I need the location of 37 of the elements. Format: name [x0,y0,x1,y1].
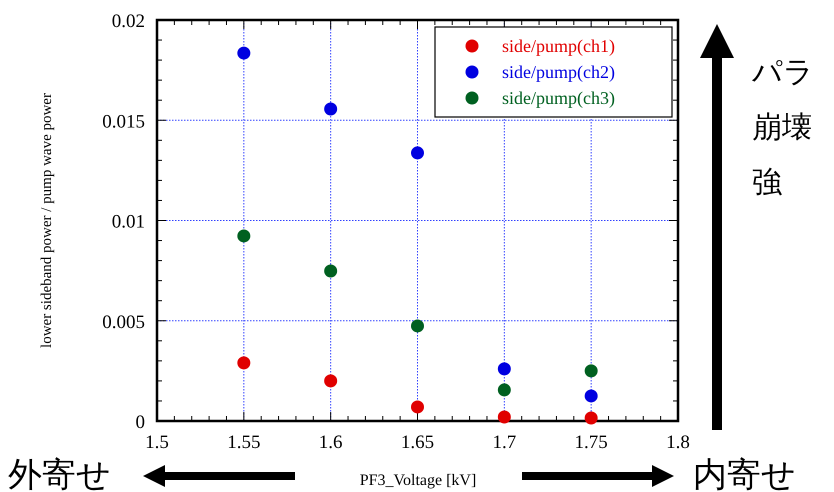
x-axis-title: PF3_Voltage [kV] [360,472,476,489]
x-tick-label: 1.6 [318,432,343,453]
y-axis-title: lower sideband power / pump wave power [39,93,55,348]
point [237,356,250,370]
point [411,319,424,332]
x-tick-label: 1.5 [145,432,169,453]
point [498,362,511,376]
legend-label: side/pump(ch3) [502,88,615,108]
point [411,400,424,414]
point [584,364,598,378]
point [584,389,598,402]
legend-label: side/pump(ch1) [502,36,615,56]
x-tick-label: 1.65 [400,432,434,453]
point [411,146,424,160]
point [237,229,250,242]
text: 崩壊 [752,110,812,145]
point [498,383,511,396]
text: 外寄せ [8,455,111,492]
y-tick-label: 0.005 [102,312,145,333]
point [324,102,338,116]
y-tick-label: 0.01 [112,212,145,232]
x-tick-label: 1.55 [227,432,260,453]
x-tick-label: 1.8 [666,432,690,453]
x-tick-label: 1.75 [574,432,608,453]
y-tick-label: 0.02 [112,11,145,32]
point [324,374,338,388]
y-tick-label: 0.015 [102,111,145,132]
point [498,410,511,424]
x-tick-label: 1.7 [492,432,516,453]
text: 内寄せ [693,455,796,492]
legend-label: side/pump(ch2) [502,62,615,82]
text: 強 [752,165,782,200]
point [237,46,250,60]
point [584,411,598,424]
y-tick-label: 0 [136,412,145,433]
text: パラ [751,55,814,90]
point [324,264,338,278]
